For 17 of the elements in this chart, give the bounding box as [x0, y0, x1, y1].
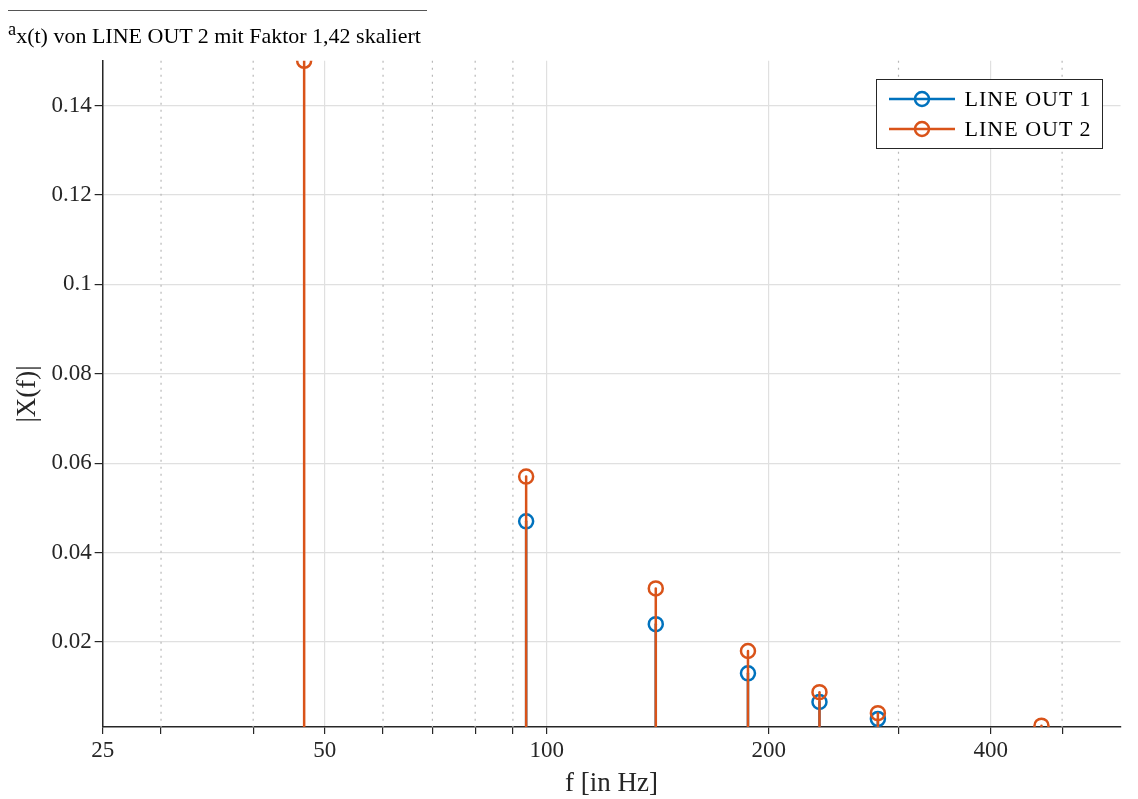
- y-tick-label: 0.14: [51, 91, 93, 117]
- x-axis-title: f [in Hz]: [565, 766, 659, 797]
- y-tick-label: 0.06: [51, 449, 92, 475]
- y-tick-label: 0.12: [51, 180, 92, 206]
- x-tick-label: 400: [973, 736, 1008, 762]
- text: $^{a}$x(t) von LINE OUT 2 mit Faktor 1,42 skaliert: [8, 10, 427, 49]
- y-tick-label: 0.02: [51, 628, 92, 654]
- legend-label: LINE OUT 1: [964, 84, 1092, 113]
- legend-label: LINE OUT 2: [964, 114, 1092, 143]
- x-tick-label: 100: [529, 736, 564, 762]
- y-tick-label: 0.1: [62, 270, 92, 296]
- y-tick-label: 0.04: [51, 538, 93, 564]
- y-axis-title: |X(f)|: [11, 365, 42, 423]
- x-tick-label: 25: [91, 736, 115, 762]
- x-tick-label: 50: [313, 736, 337, 762]
- y-tick-label: 0.08: [51, 359, 92, 385]
- x-tick-label: 200: [751, 736, 786, 762]
